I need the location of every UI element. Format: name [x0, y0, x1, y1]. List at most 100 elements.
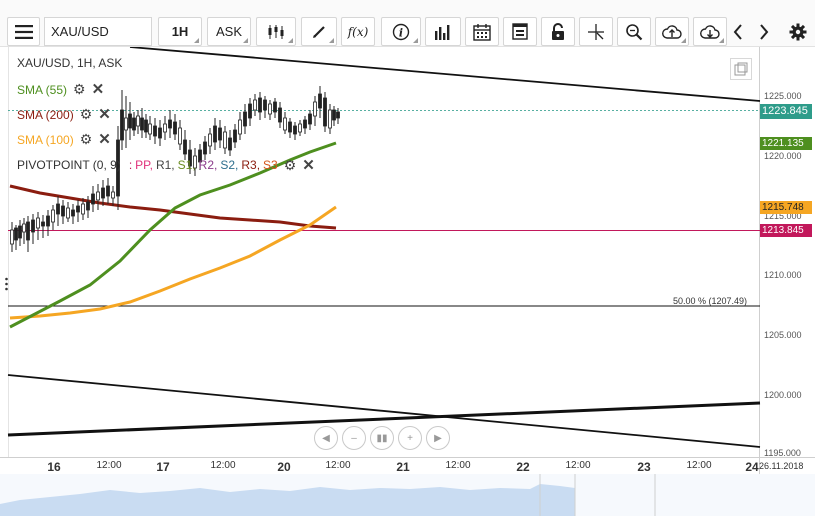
- trendline-lower-ascending: [7, 401, 761, 437]
- candle-body: [144, 119, 148, 133]
- candle-body: [318, 93, 322, 109]
- candle-body: [116, 139, 120, 197]
- close-icon[interactable]: ✕: [302, 157, 315, 174]
- nav-back-button[interactable]: ◀: [314, 426, 338, 450]
- symbol-input[interactable]: [44, 17, 152, 46]
- candle-body: [153, 125, 157, 137]
- settings-button[interactable]: [785, 17, 811, 46]
- close-icon[interactable]: ✕: [98, 130, 111, 148]
- pencil-icon: [313, 25, 325, 38]
- drawing-tools-button[interactable]: [301, 17, 337, 46]
- trendline-upper: [129, 47, 761, 102]
- chevron-right-icon: [760, 23, 769, 40]
- candle-body: [238, 119, 242, 135]
- candle-body: [76, 205, 80, 213]
- indicators-button[interactable]: f(x): [341, 17, 375, 46]
- pivot-separator: :: [128, 158, 133, 172]
- candle-body: [188, 149, 192, 167]
- arrow-left-icon: ◀: [322, 432, 330, 444]
- panel-resize-handle[interactable]: [5, 277, 8, 291]
- y-tick-label: 1220.000: [764, 151, 802, 161]
- external-window-icon: [734, 62, 748, 76]
- menu-button[interactable]: [7, 17, 40, 46]
- pivot-label: PIVOTPOINT (0, 9): [17, 158, 121, 172]
- gear-icon[interactable]: ⚙: [79, 106, 93, 122]
- gear-icon[interactable]: ⚙: [283, 156, 297, 173]
- x-tick-label: 16: [47, 460, 61, 474]
- window-layout-icon: [512, 23, 528, 40]
- candle-body: [268, 103, 272, 115]
- dropdown-corner-icon: [243, 38, 248, 43]
- candle-body: [218, 127, 222, 141]
- price-type-select[interactable]: ASK: [207, 17, 251, 46]
- reset-view-button[interactable]: ▮▮: [370, 426, 394, 450]
- pivot-item-r3: R3,: [241, 158, 261, 172]
- volume-button[interactable]: [425, 17, 461, 46]
- pivot-item-pp: PP,: [135, 158, 153, 172]
- download-button[interactable]: [693, 17, 727, 46]
- y-tick-label: 1195.000: [764, 448, 801, 458]
- close-icon[interactable]: ✕: [91, 80, 105, 98]
- info-button[interactable]: i: [381, 17, 421, 46]
- candle-body: [313, 101, 317, 117]
- price-chart[interactable]: [0, 47, 815, 474]
- candle-body: [163, 123, 167, 133]
- zoom-button[interactable]: [617, 17, 651, 46]
- candle-body: [71, 209, 75, 217]
- navigator-overview[interactable]: [0, 474, 815, 516]
- legend-label: SMA (55): [17, 82, 68, 97]
- candle-body: [248, 103, 252, 119]
- zoom-in-button[interactable]: +: [398, 426, 422, 450]
- nav-forward-button[interactable]: ▶: [426, 426, 450, 450]
- legend-sma-55: SMA (55) ⚙ ✕: [17, 81, 104, 98]
- lock-button[interactable]: [541, 17, 575, 46]
- y-tick-label: 1200.000: [764, 390, 802, 400]
- gear-icon[interactable]: ⚙: [73, 81, 86, 97]
- cloud-download-icon: [700, 24, 720, 39]
- popout-button[interactable]: [730, 58, 752, 80]
- layout-button[interactable]: [503, 17, 537, 46]
- candle-body: [91, 193, 95, 205]
- candle-body: [173, 121, 177, 135]
- gear-icon: [789, 23, 807, 40]
- magnifier-icon: [626, 23, 643, 40]
- dropdown-corner-icon: [288, 38, 293, 43]
- candle-body: [303, 119, 307, 129]
- chevron-left-icon: [733, 23, 742, 40]
- candle-body: [243, 111, 247, 127]
- gear-icon[interactable]: ⚙: [79, 131, 93, 147]
- y-tick-label: 1215.000: [764, 211, 802, 221]
- candle-body: [203, 141, 207, 155]
- candle-body: [233, 129, 237, 143]
- chart-type-button[interactable]: [256, 17, 296, 46]
- crosshair-button[interactable]: [579, 17, 613, 46]
- candle-body: [10, 229, 14, 245]
- candle-body: [198, 149, 202, 163]
- legend-label: SMA (200): [17, 107, 74, 122]
- scroll-right-button[interactable]: [753, 17, 775, 46]
- candle-body: [51, 209, 55, 223]
- candle-body: [132, 117, 136, 131]
- dropdown-corner-icon: [329, 38, 334, 43]
- timeframe-select[interactable]: 1H: [158, 17, 202, 46]
- candle-body: [263, 99, 267, 111]
- candle-body: [14, 227, 18, 241]
- candle-body: [36, 217, 40, 229]
- candle-body: [128, 113, 132, 129]
- candlestick-icon: [268, 24, 284, 39]
- pivot-item-s1: S1,: [177, 158, 196, 172]
- pivot-item-r1: R1,: [155, 158, 175, 172]
- chart-toolbar: 1H ASK f(x) i: [0, 0, 815, 47]
- dropdown-corner-icon: [681, 38, 686, 43]
- candle-body: [46, 215, 50, 227]
- candle-body: [323, 97, 327, 127]
- upload-button[interactable]: [655, 17, 689, 46]
- close-icon[interactable]: ✕: [98, 105, 111, 123]
- chart-navigation: ◀ – ▮▮ + ▶: [314, 426, 450, 450]
- scroll-left-button[interactable]: [727, 17, 749, 46]
- calendar-button[interactable]: [465, 17, 499, 46]
- hamburger-icon: [14, 24, 33, 39]
- candle-body: [328, 109, 332, 129]
- zoom-out-button[interactable]: –: [342, 426, 366, 450]
- candle-body: [253, 99, 257, 111]
